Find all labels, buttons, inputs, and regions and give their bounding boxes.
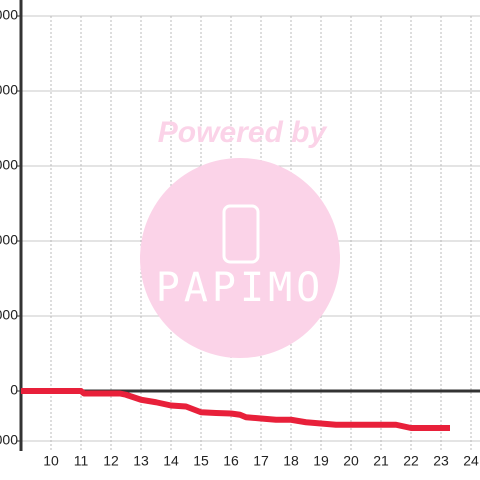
x-tick-label: 17 <box>253 453 269 469</box>
x-tick-label: 21 <box>373 453 389 469</box>
x-tick-label: 14 <box>163 453 179 469</box>
x-tick-label: 10 <box>43 453 59 469</box>
x-tick-label: 19 <box>313 453 329 469</box>
x-tick-label: 20 <box>343 453 359 469</box>
x-tick-label: 16 <box>223 453 239 469</box>
watermark-phone <box>222 204 260 264</box>
x-tick-label: 22 <box>403 453 419 469</box>
x-tick-label: 15 <box>193 453 209 469</box>
y-tick-label: 0 <box>10 382 18 398</box>
x-tick-label: 13 <box>133 453 149 469</box>
x-tick-label: 18 <box>283 453 299 469</box>
x-tick-label: 24 <box>463 453 479 469</box>
x-tick-label: 12 <box>103 453 119 469</box>
watermark-circle <box>140 158 340 358</box>
y-tick-label: 120,000 <box>0 82 18 98</box>
y-tick-label: 150,000 <box>0 7 18 23</box>
y-tick-label: 90,000 <box>0 157 18 173</box>
x-tick-label: 23 <box>433 453 449 469</box>
watermark-logo: PAPIMO <box>156 265 325 311</box>
x-tick-label: 11 <box>74 453 89 469</box>
watermark-text: Powered by <box>158 116 328 149</box>
y-tick-label: 30,000 <box>0 307 18 323</box>
y-tick-label: -20,000 <box>0 432 18 448</box>
y-tick-label: 60,000 <box>0 232 18 248</box>
watermark: Powered by PAPIMO <box>140 116 340 358</box>
line <box>21 388 450 431</box>
